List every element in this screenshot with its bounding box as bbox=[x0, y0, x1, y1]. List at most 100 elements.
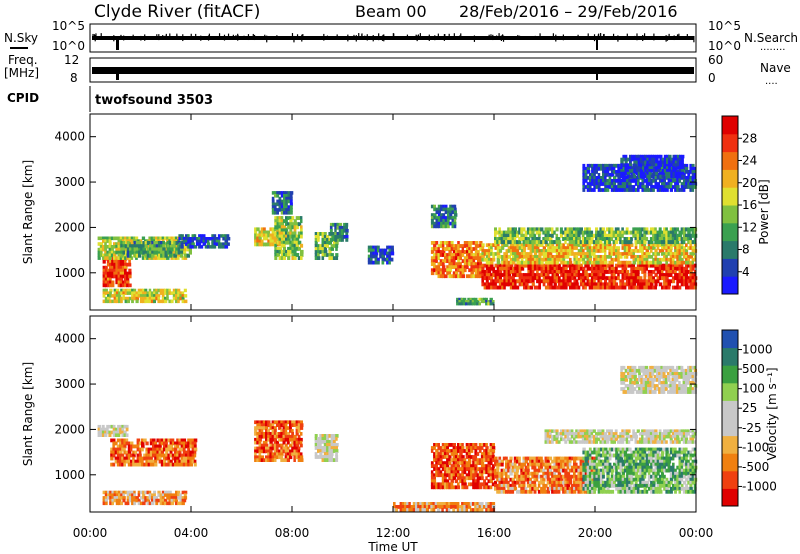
heat-cell bbox=[102, 501, 106, 506]
heat-cell bbox=[133, 501, 137, 506]
heat-cell bbox=[211, 242, 215, 246]
heat-cell bbox=[112, 447, 116, 452]
heat-cell bbox=[650, 255, 654, 259]
heat-cell bbox=[481, 270, 485, 274]
heat-cell bbox=[289, 449, 293, 454]
heat-cell bbox=[437, 262, 441, 266]
heat-cell bbox=[155, 498, 159, 503]
heat-cell bbox=[153, 493, 156, 497]
heat-cell bbox=[512, 279, 516, 284]
heat-cell bbox=[106, 430, 110, 435]
heat-cell bbox=[671, 285, 675, 290]
heat-cell bbox=[340, 232, 345, 236]
heat-cell bbox=[265, 446, 268, 451]
heat-cell bbox=[564, 270, 568, 274]
heat-cell bbox=[256, 233, 260, 238]
heat-cell bbox=[516, 246, 520, 250]
heat-cell bbox=[656, 279, 660, 284]
heat-cell bbox=[562, 246, 566, 250]
heat-cell bbox=[687, 270, 691, 274]
heat-cell bbox=[522, 240, 526, 245]
heat-cell bbox=[275, 449, 279, 454]
heat-cell bbox=[262, 458, 267, 462]
heat-cell bbox=[117, 430, 121, 435]
heat-cell bbox=[613, 182, 617, 186]
heat-cell bbox=[453, 210, 457, 214]
heat-cell bbox=[124, 268, 127, 273]
heat-cell bbox=[551, 249, 555, 253]
heat-cell bbox=[326, 440, 330, 444]
heat-cell bbox=[224, 239, 229, 244]
heat-cell bbox=[336, 222, 340, 227]
heat-cell bbox=[537, 240, 542, 245]
heat-cell bbox=[441, 473, 445, 478]
heat-cell bbox=[617, 166, 620, 171]
heat-cell bbox=[601, 273, 606, 277]
heat-cell bbox=[293, 256, 297, 260]
heat-cell bbox=[453, 207, 457, 212]
heat-cell bbox=[606, 166, 610, 171]
heat-cell bbox=[187, 441, 191, 446]
heat-cell bbox=[280, 202, 284, 207]
heat-cell bbox=[193, 234, 197, 238]
heat-cell bbox=[579, 273, 583, 277]
heat-cell bbox=[514, 249, 518, 253]
heat-cell bbox=[496, 285, 500, 290]
heat-cell bbox=[338, 225, 342, 230]
heat-cell bbox=[687, 173, 691, 177]
heat-cell bbox=[485, 260, 490, 265]
heat-cell bbox=[187, 453, 190, 458]
heat-cell bbox=[665, 163, 669, 168]
heat-cell bbox=[558, 249, 561, 253]
heat-cell bbox=[185, 450, 189, 455]
heat-cell bbox=[435, 470, 438, 475]
nsky-spike bbox=[361, 34, 363, 39]
heat-cell bbox=[540, 266, 545, 271]
heat-cell bbox=[124, 283, 127, 288]
heat-cell bbox=[490, 276, 494, 281]
heat-cell bbox=[465, 461, 469, 465]
heat-cell bbox=[106, 262, 111, 267]
heat-cell bbox=[278, 432, 281, 436]
heat-cell bbox=[523, 252, 527, 256]
heat-cell bbox=[278, 455, 282, 460]
heat-cell bbox=[174, 441, 178, 446]
heat-cell bbox=[511, 227, 515, 232]
heat-cell bbox=[278, 234, 282, 239]
heat-cell bbox=[282, 231, 287, 236]
heat-cell bbox=[269, 446, 273, 451]
heat-cell bbox=[584, 230, 587, 235]
heat-cell bbox=[459, 449, 463, 453]
heat-cell bbox=[179, 291, 182, 295]
heat-cell bbox=[569, 276, 572, 281]
heat-cell bbox=[650, 179, 654, 183]
heat-cell bbox=[189, 441, 193, 446]
heat-cell bbox=[663, 237, 667, 241]
heat-cell bbox=[265, 236, 269, 241]
heat-cell bbox=[99, 236, 103, 241]
heat-cell bbox=[498, 233, 502, 238]
heat-cell bbox=[269, 242, 272, 247]
heat-cell bbox=[323, 241, 327, 245]
heat-cell bbox=[603, 237, 608, 241]
heat-cell bbox=[525, 243, 529, 247]
heat-cell bbox=[678, 276, 682, 281]
heat-cell bbox=[254, 446, 258, 451]
heat-cell bbox=[615, 188, 619, 192]
heat-cell bbox=[295, 426, 299, 430]
heat-cell bbox=[516, 243, 520, 247]
heat-cell bbox=[217, 234, 221, 238]
heat-cell bbox=[258, 426, 262, 430]
heat-cell bbox=[646, 160, 649, 165]
heat-cell bbox=[332, 256, 336, 260]
heat-cell bbox=[481, 249, 485, 253]
heat-cell bbox=[582, 166, 586, 171]
heat-cell bbox=[496, 255, 500, 259]
heat-cell bbox=[332, 440, 336, 444]
heat-cell bbox=[650, 182, 653, 186]
heat-cell bbox=[183, 498, 187, 503]
heat-cell bbox=[676, 237, 680, 241]
heat-cell bbox=[282, 253, 286, 257]
heat-cell bbox=[461, 485, 465, 490]
heat-cell bbox=[512, 252, 516, 256]
